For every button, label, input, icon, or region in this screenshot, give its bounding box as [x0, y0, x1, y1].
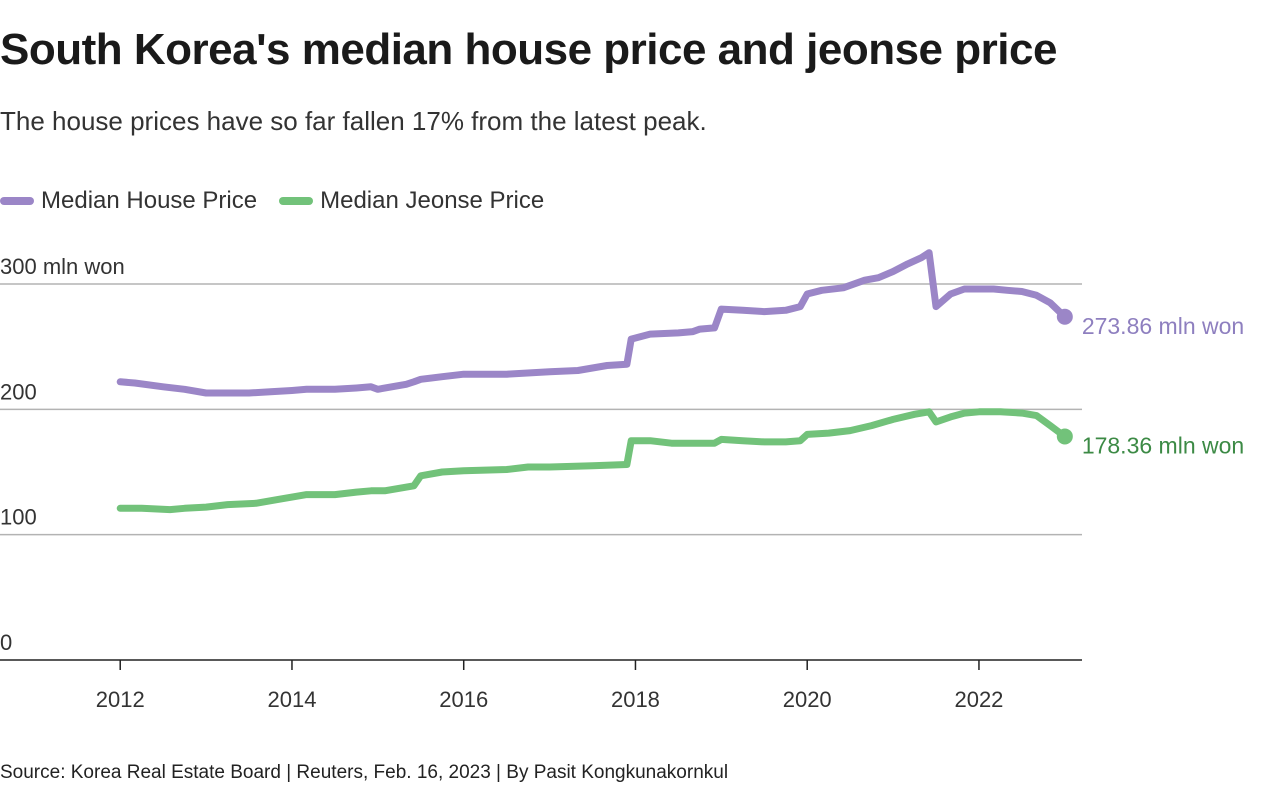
- legend-item-jeonse: Median Jeonse Price: [279, 187, 544, 215]
- end-marker-house: [1056, 308, 1073, 325]
- chart-subtitle: The house prices have so far fallen 17% …: [0, 106, 707, 136]
- end-label-house: 273.86 mln won: [1082, 313, 1244, 339]
- y-tick-label-300: 300 mln won: [0, 254, 125, 279]
- x-tick-label-2020: 2020: [783, 687, 832, 712]
- chart-title: South Korea's median house price and jeo…: [0, 25, 1057, 74]
- legend-swatch-house: [0, 197, 34, 205]
- end-marker-jeonse: [1056, 428, 1073, 445]
- y-tick-label-200: 200: [0, 379, 37, 404]
- y-axis: 300 mln won 200 100 0: [0, 254, 125, 655]
- series-layer: 273.86 mln won 178.36 mln won: [116, 249, 1244, 514]
- x-axis: 2012 2014 2016 2018 2020 2022: [0, 659, 1082, 712]
- series-line-jeonse: [116, 408, 1069, 514]
- y-tick-label-0: 0: [0, 630, 12, 655]
- legend-label-jeonse: Median Jeonse Price: [320, 187, 545, 214]
- end-label-jeonse: 178.36 mln won: [1082, 432, 1244, 458]
- chart-legend: Median House Price Median Jeonse Price: [0, 185, 566, 217]
- x-tick-label-2022: 2022: [954, 687, 1003, 712]
- grid-layer: [0, 283, 1082, 536]
- legend-label-house: Median House Price: [41, 187, 258, 214]
- x-tick-label-2018: 2018: [611, 687, 660, 712]
- legend-swatch-jeonse: [279, 197, 314, 205]
- source-note: Source: Korea Real Estate Board | Reuter…: [0, 762, 729, 783]
- legend-item-house: Median House Price: [0, 187, 257, 215]
- line-chart: 2012 2014 2016 2018 2020 2022 300 mln won 200 1…: [0, 249, 1244, 712]
- series-house: 273.86 mln won: [116, 249, 1244, 397]
- x-tick-label-2016: 2016: [439, 687, 488, 712]
- series-line-house: [116, 249, 1069, 397]
- x-tick-label-2014: 2014: [267, 687, 316, 712]
- x-tick-label-2012: 2012: [96, 687, 145, 712]
- series-jeonse: 178.36 mln won: [116, 408, 1244, 514]
- y-tick-label-100: 100: [0, 505, 37, 530]
